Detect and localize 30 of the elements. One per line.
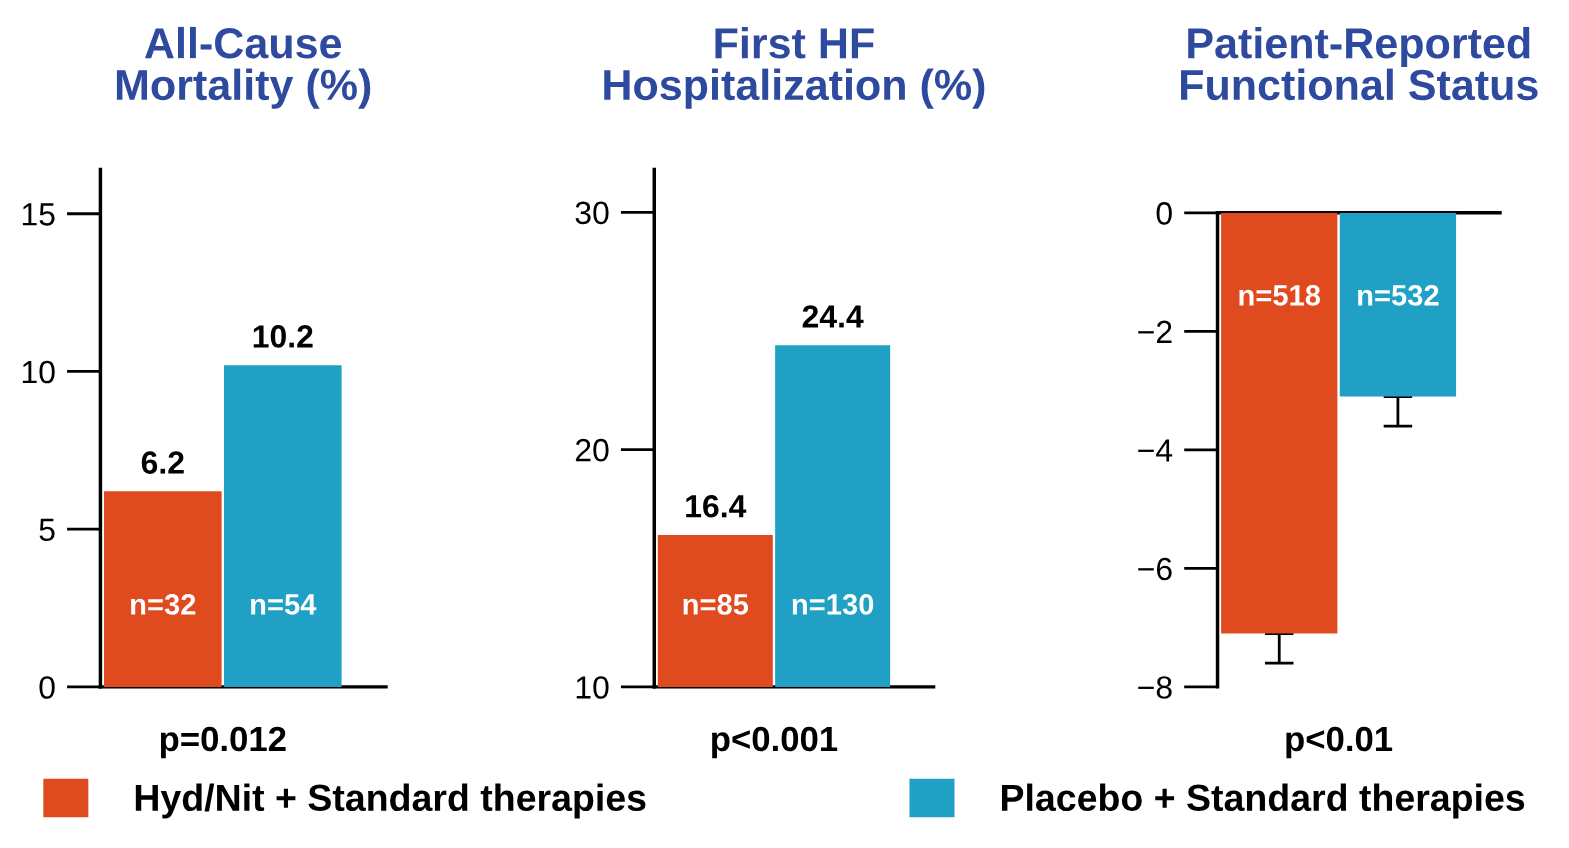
text: p=0.012 (160, 726, 286, 759)
text: p<0.001 (712, 726, 838, 759)
y-tick-label: 10 (576, 676, 609, 699)
y-tick-label: −4 (1138, 439, 1173, 462)
y-tick-label: −2 (1138, 320, 1172, 343)
y-tick-label: −6 (1138, 557, 1172, 581)
data-label: 10.2 (253, 325, 313, 348)
data-label: 6.2 (141, 451, 184, 474)
chart-title: Patient-Reported Functional Status (1181, 26, 1538, 101)
y-tick-label: 10 (22, 360, 55, 384)
annotation: n=518 (1239, 285, 1321, 306)
y-tick-label: 5 (39, 518, 55, 542)
legend-label: Placebo + Standard therapies (1001, 783, 1525, 819)
y-tick-label: 0 (1156, 202, 1172, 225)
data-label: 24.4 (802, 305, 864, 328)
y-tick-label: 20 (575, 438, 609, 462)
y-tick-label: −8 (1138, 676, 1172, 699)
annotation: n=54 (251, 594, 317, 615)
legend-label: Hyd/Nit + Standard therapies (135, 783, 646, 819)
y-tick-label: 0 (39, 676, 55, 699)
chart-title: All-Cause Mortality (%) (116, 26, 371, 109)
annotation: n=85 (683, 594, 749, 615)
y-tick-label: 15 (22, 203, 55, 226)
annotation: n=532 (1358, 285, 1439, 306)
annotation: n=130 (792, 594, 874, 615)
annotation: n=32 (131, 594, 196, 615)
chart-title: First HF Hospitalization (%) (604, 26, 985, 109)
data-label: 16.4 (686, 494, 747, 518)
y-tick-label: 30 (575, 201, 609, 225)
text: p<0.01 (1286, 726, 1393, 759)
